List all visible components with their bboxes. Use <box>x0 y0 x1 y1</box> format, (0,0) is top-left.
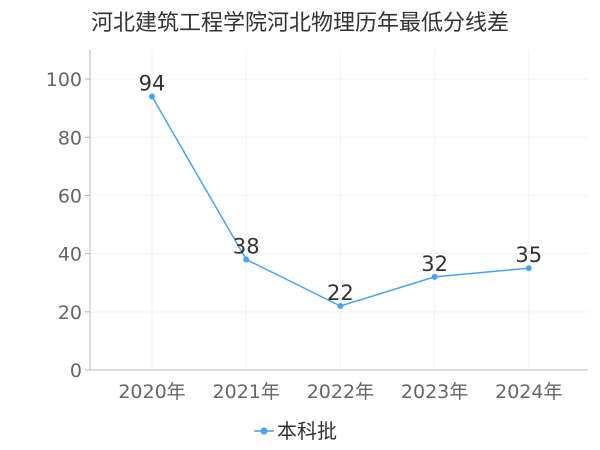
data-point[interactable] <box>149 93 155 100</box>
chart-title: 河北建筑工程学院河北物理历年最低分线差 <box>91 11 509 36</box>
data-point[interactable] <box>525 265 532 272</box>
data-label: 94 <box>139 72 166 96</box>
x-tick-label: 2024年 <box>495 381 562 403</box>
axes: 0 20 40 60 80 100 2020年 2021年 2022年 2023年 2024年 <box>46 50 588 403</box>
data-point[interactable] <box>243 256 250 263</box>
legend-label: 本科批 <box>277 419 337 443</box>
y-tick-label: 100 <box>46 69 82 91</box>
x-tick-label: 2021年 <box>213 381 280 403</box>
x-tick-label: 2022年 <box>307 381 374 403</box>
legend[interactable]: 本科批 <box>254 419 337 443</box>
data-label: 22 <box>327 281 354 305</box>
y-tick-label: 20 <box>58 302 82 324</box>
y-tick-label: 40 <box>58 244 82 266</box>
y-tick-label: 60 <box>58 185 82 207</box>
series-layer: 94 38 22 32 35 <box>139 72 542 309</box>
grid <box>90 50 588 370</box>
data-label: 32 <box>421 252 448 276</box>
data-point[interactable] <box>431 273 438 280</box>
x-tick-label: 2023年 <box>401 381 468 403</box>
y-tick-label: 80 <box>58 127 82 149</box>
x-tick-label: 2020年 <box>118 381 185 403</box>
legend-dot-marker <box>260 427 268 435</box>
y-tick-label: 0 <box>70 360 82 382</box>
data-label: 38 <box>233 234 260 258</box>
data-point[interactable] <box>337 303 344 309</box>
data-label: 35 <box>515 243 542 267</box>
